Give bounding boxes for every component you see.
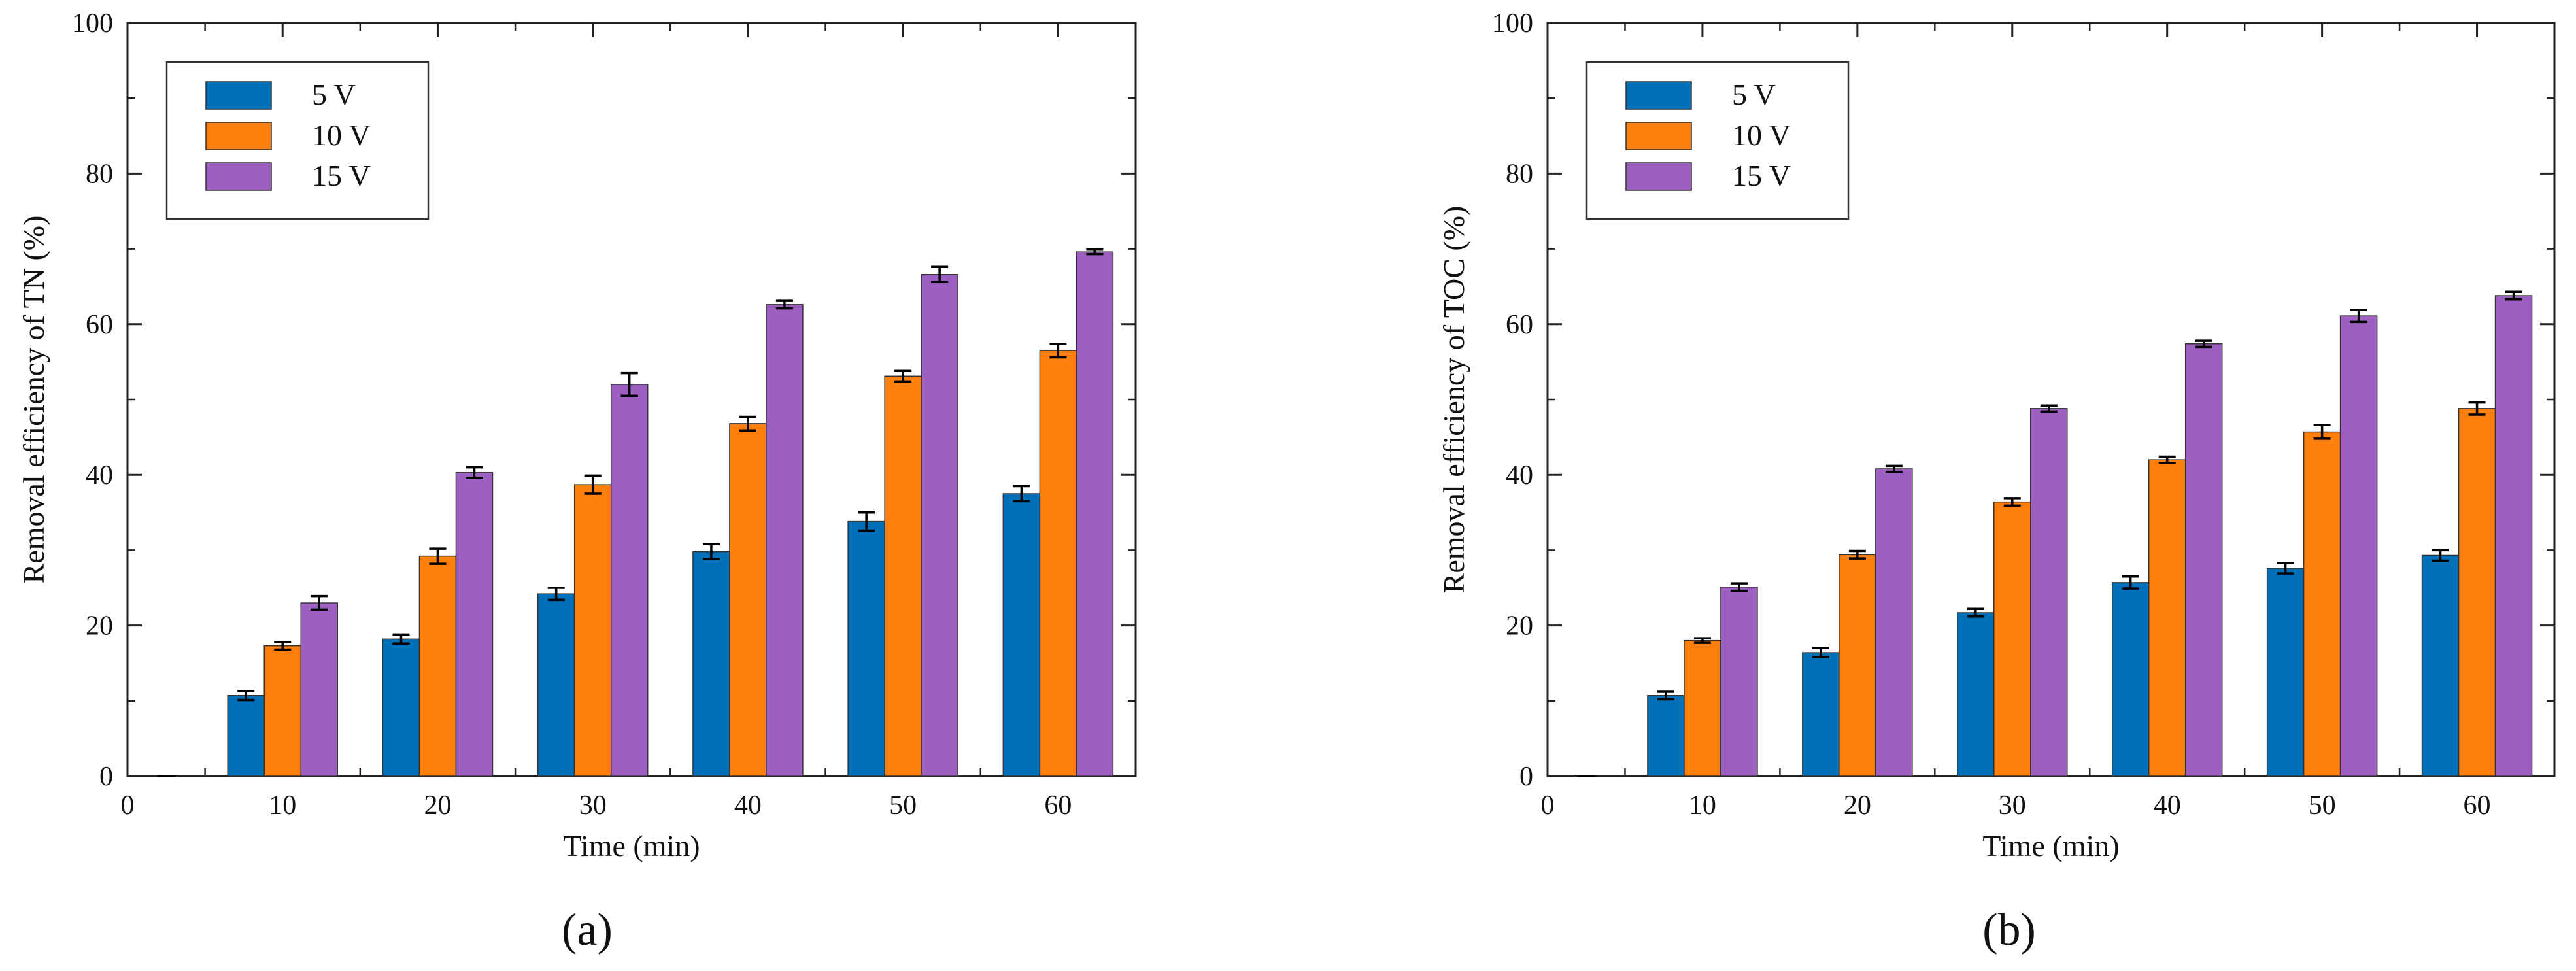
x-tick-label: 50	[2309, 791, 2336, 821]
x-tick-label: 40	[734, 791, 762, 821]
bar-10v-40min	[2148, 459, 2186, 777]
bar-10v-60min	[2458, 408, 2496, 777]
y-tick-label: 80	[1506, 159, 1533, 189]
y-tick-label: 100	[1492, 9, 1533, 39]
legend-swatch-5v	[1625, 81, 1692, 110]
legend-label: 15 V	[312, 159, 371, 192]
legend-swatch-10v	[1625, 122, 1692, 150]
bar-5v-40min	[2111, 582, 2150, 777]
bar-5v-20min	[382, 638, 420, 777]
bar-5v-30min	[537, 593, 575, 777]
y-tick-label: 40	[86, 460, 113, 490]
bar-15v-50min	[921, 274, 958, 777]
bar-15v-10min	[300, 602, 338, 777]
x-tick-label: 10	[1689, 791, 1716, 821]
x-tick-label: 0	[121, 791, 135, 821]
bar-5v-50min	[847, 520, 885, 777]
x-tick-label: 30	[1999, 791, 2026, 821]
bar-15v-40min	[2184, 343, 2223, 777]
bar-10v-20min	[1839, 554, 1876, 777]
bar-5v-50min	[2266, 568, 2305, 777]
legend-label: 15 V	[1732, 159, 1791, 192]
bar-15v-60min	[1076, 251, 1114, 777]
legend-swatch-10v	[205, 122, 272, 150]
bar-5v-30min	[1957, 612, 1995, 777]
bar-10v-50min	[2303, 431, 2341, 777]
bar-10v-60min	[1039, 350, 1077, 777]
legend-swatch-15v	[1625, 162, 1692, 191]
bar-15v-50min	[2339, 315, 2378, 777]
legend-swatch-15v	[205, 162, 272, 191]
x-tick-label: 60	[1044, 791, 1072, 821]
bar-5v-60min	[1002, 493, 1041, 777]
bar-10v-10min	[1684, 639, 1721, 777]
panel-label: (a)	[562, 905, 613, 955]
panel-label: (b)	[1982, 905, 2036, 955]
bar-5v-20min	[1802, 652, 1840, 777]
bar-10v-40min	[729, 423, 767, 777]
x-tick-label: 50	[889, 791, 917, 821]
bar-15v-60min	[2494, 295, 2533, 777]
bar-15v-10min	[1720, 587, 1758, 777]
y-tick-label: 40	[1506, 460, 1533, 490]
y-tick-label: 0	[99, 762, 113, 792]
x-tick-label: 20	[1844, 791, 1871, 821]
legend-label: 10 V	[1732, 118, 1791, 152]
y-tick-label: 60	[1506, 310, 1533, 340]
x-tick-label: 10	[269, 791, 296, 821]
y-tick-label: 20	[1506, 611, 1533, 641]
y-tick-label: 0	[1519, 762, 1533, 792]
legend-label: 5 V	[1732, 78, 1776, 111]
x-tick-label: 60	[2464, 791, 2491, 821]
y-tick-label: 80	[86, 159, 113, 189]
chart-panel-b: 0 20 40 60 80 100 0 10 20 30 40 50 60 5 V 10 V 15 V Time…	[1437, 9, 2556, 955]
y-axis-title: Removal efficiency of TN (%)	[17, 216, 50, 584]
bar-10v-30min	[1993, 501, 2031, 777]
bar-15v-20min	[455, 471, 494, 777]
bar-10v-20min	[418, 555, 457, 777]
legend-swatch-5v	[205, 81, 272, 110]
x-axis-title: Time (min)	[1982, 829, 2119, 862]
bar-15v-30min	[610, 384, 649, 777]
bar-5v-10min	[227, 694, 265, 777]
x-axis-title: Time (min)	[563, 829, 700, 862]
bar-15v-20min	[1875, 468, 1913, 777]
y-axis-title: Removal efficiency of TOC (%)	[1437, 206, 1470, 594]
bar-5v-40min	[692, 551, 730, 777]
x-tick-label: 30	[579, 791, 607, 821]
x-tick-label: 40	[2154, 791, 2181, 821]
bar-10v-50min	[884, 375, 922, 777]
y-tick-label: 20	[86, 611, 113, 641]
bar-5v-60min	[2421, 554, 2460, 777]
x-tick-label: 20	[424, 791, 451, 821]
bar-15v-30min	[2030, 408, 2068, 777]
y-tick-label: 60	[86, 310, 113, 340]
bar-10v-10min	[263, 645, 301, 777]
chart-panel-a: 0 20 40 60 80 100 0 10 20 30 40 50 60 5 V 10 V 15 V Time…	[17, 9, 1137, 955]
legend-label: 5 V	[312, 78, 356, 111]
legend-label: 10 V	[312, 118, 371, 152]
x-tick-label: 0	[1541, 791, 1555, 821]
bar-5v-10min	[1647, 694, 1685, 777]
y-tick-label: 100	[72, 9, 113, 39]
bar-15v-40min	[766, 304, 804, 777]
bar-10v-30min	[573, 484, 612, 777]
